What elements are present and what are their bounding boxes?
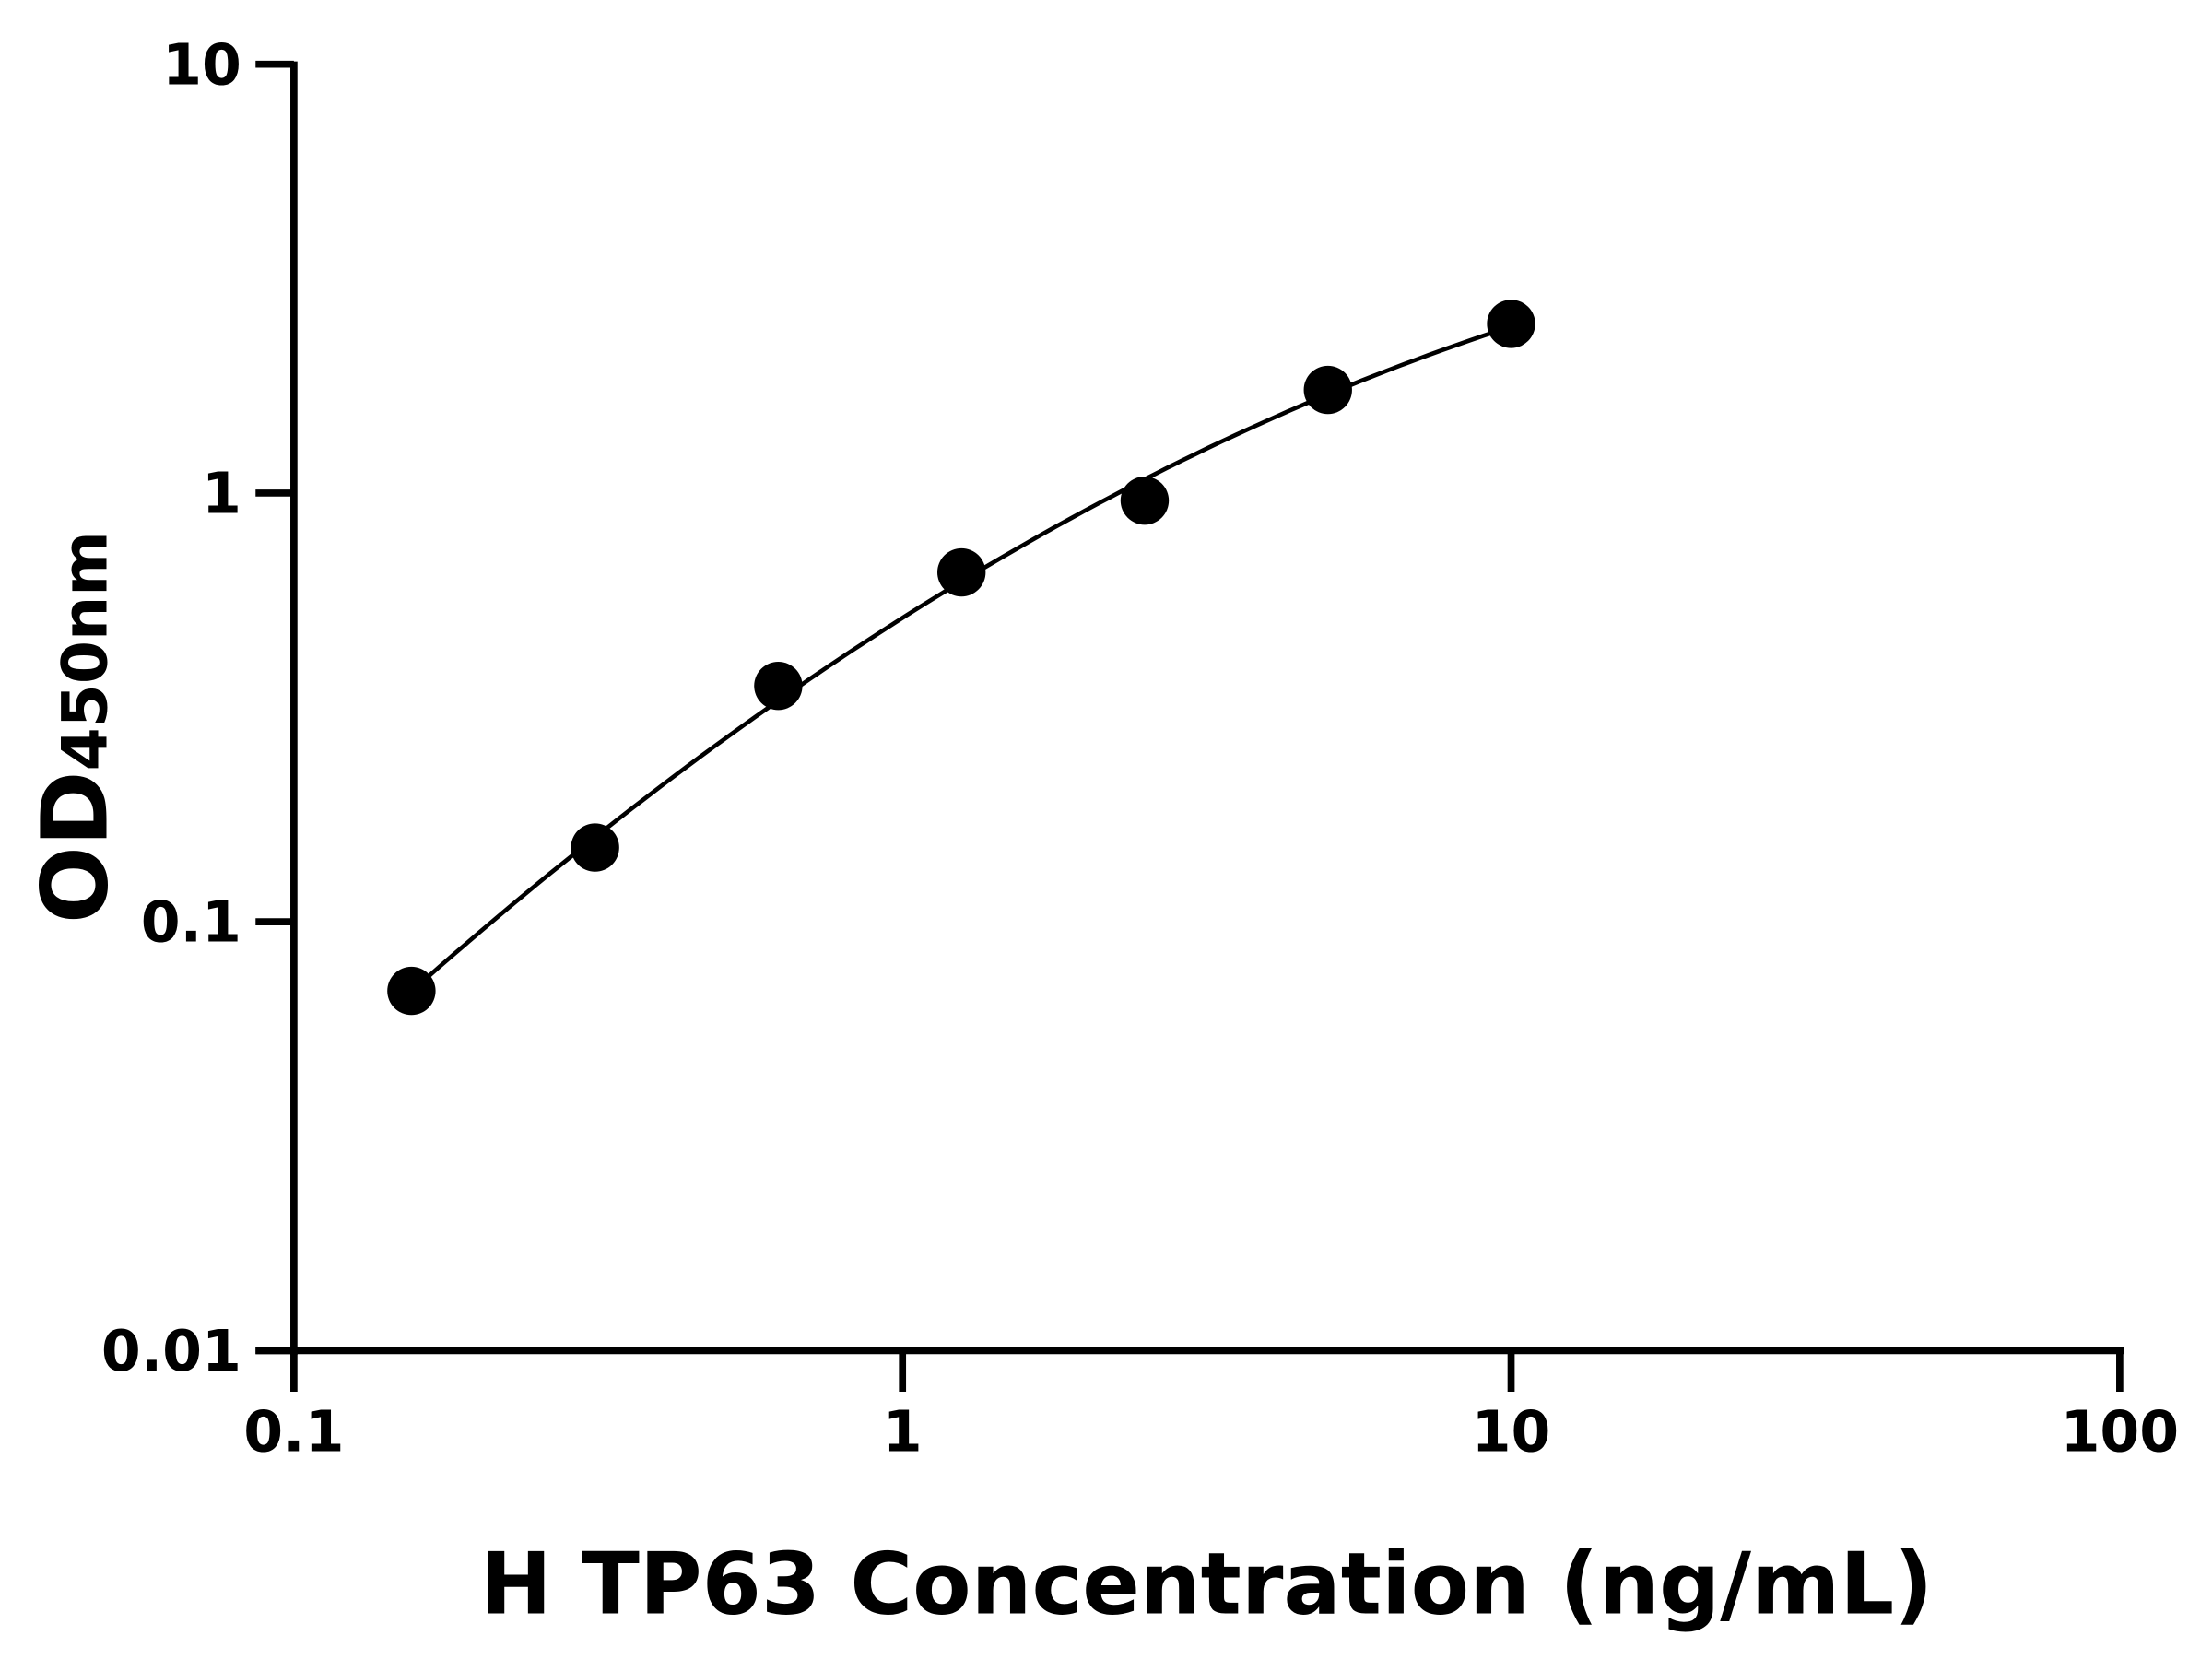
y-axis-label: OD450nm xyxy=(23,531,129,924)
data-point xyxy=(571,823,619,872)
x-tick-label: 100 xyxy=(2061,1399,2180,1465)
data-point xyxy=(937,547,986,597)
x-tick-label: 1 xyxy=(883,1399,923,1465)
fit-curve xyxy=(409,324,1512,994)
y-tick-label: 0.1 xyxy=(141,889,241,956)
y-tick-label: 10 xyxy=(162,31,241,98)
data-point xyxy=(387,966,436,1016)
y-axis-label-main: OD xyxy=(23,771,129,924)
y-tick-label: 1 xyxy=(202,460,241,526)
data-point xyxy=(1487,300,1535,348)
x-tick-label: 10 xyxy=(1472,1399,1551,1465)
data-point xyxy=(1120,476,1170,525)
y-axis-label-subscript: 450nm xyxy=(49,531,122,771)
y-tick-label: 0.01 xyxy=(101,1318,241,1384)
x-tick-label: 0.1 xyxy=(243,1399,344,1465)
data-point xyxy=(1303,365,1352,415)
data-point xyxy=(754,661,803,711)
axes xyxy=(255,61,2124,1355)
x-axis-label: H TP63 Concentration (ng/mL) xyxy=(480,1534,1933,1633)
